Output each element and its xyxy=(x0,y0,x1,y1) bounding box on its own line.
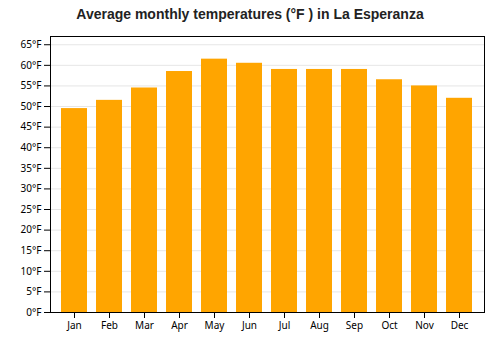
svg-text:30°F: 30°F xyxy=(21,181,42,195)
svg-text:Jun: Jun xyxy=(241,318,257,332)
svg-text:Dec: Dec xyxy=(451,318,469,332)
svg-text:Feb: Feb xyxy=(101,318,118,332)
svg-text:Mar: Mar xyxy=(135,318,154,332)
svg-text:Nov: Nov xyxy=(415,318,434,332)
svg-text:Aug: Aug xyxy=(310,318,329,332)
svg-text:Apr: Apr xyxy=(171,318,188,332)
svg-text:5°F: 5°F xyxy=(26,284,41,298)
svg-text:0°F: 0°F xyxy=(26,305,41,319)
svg-text:Jul: Jul xyxy=(278,318,291,332)
svg-text:Oct: Oct xyxy=(381,318,398,332)
svg-text:Sep: Sep xyxy=(346,318,363,332)
svg-text:45°F: 45°F xyxy=(21,119,42,133)
svg-text:20°F: 20°F xyxy=(21,222,42,236)
svg-text:May: May xyxy=(205,318,226,332)
svg-text:50°F: 50°F xyxy=(21,99,42,113)
svg-text:40°F: 40°F xyxy=(21,140,42,154)
html-text:Average monthly temperatures (: Average monthly temperatures (°F ) in La… xyxy=(76,6,424,22)
svg-text:15°F: 15°F xyxy=(21,243,42,257)
svg-text:25°F: 25°F xyxy=(21,202,42,216)
svg-text:10°F: 10°F xyxy=(21,264,42,278)
svg-text:Jan: Jan xyxy=(66,318,82,332)
svg-text:65°F: 65°F xyxy=(21,37,42,51)
svg-text:55°F: 55°F xyxy=(21,78,42,92)
svg-text:35°F: 35°F xyxy=(21,161,42,175)
svg-text:60°F: 60°F xyxy=(21,58,42,72)
